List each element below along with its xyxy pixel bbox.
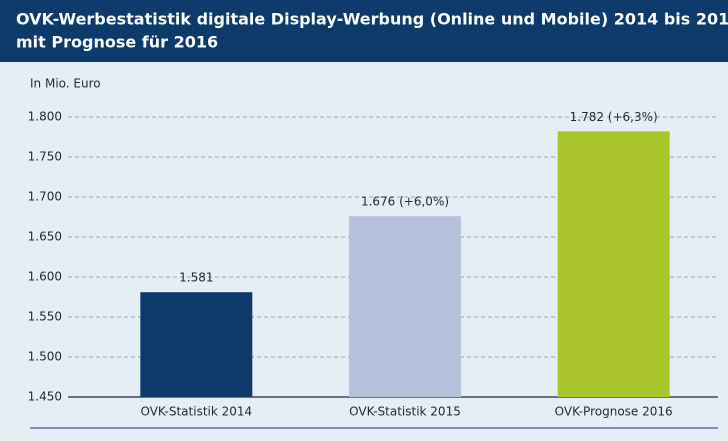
bar xyxy=(349,216,461,397)
bar xyxy=(557,131,670,397)
y-tick-label: 1.500 xyxy=(28,350,62,364)
y-tick-label: 1.700 xyxy=(28,190,62,204)
bar xyxy=(140,292,253,397)
x-tick-label: OVK-Statistik 2015 xyxy=(349,405,461,419)
y-tick-label: 1.650 xyxy=(28,230,62,244)
x-tick-label: OVK-Statistik 2014 xyxy=(140,405,252,419)
y-tick-label: 1.550 xyxy=(28,310,62,324)
y-tick-label: 1.600 xyxy=(28,270,62,284)
data-label: 1.782 (+6,3%) xyxy=(570,110,658,124)
chart-title: OVK-Werbestatistik digitale Display-Werb… xyxy=(16,10,728,29)
x-tick-label: OVK-Prognose 2016 xyxy=(555,405,673,419)
y-tick-label: 1.750 xyxy=(28,150,62,164)
y-axis-label: In Mio. Euro xyxy=(30,77,101,91)
chart-title: mit Prognose für 2016 xyxy=(16,33,218,52)
y-tick-label: 1.450 xyxy=(28,390,62,404)
data-label: 1.581 xyxy=(179,271,213,285)
data-label: 1.676 (+6,0%) xyxy=(361,195,449,209)
header xyxy=(0,0,728,62)
y-tick-label: 1.800 xyxy=(28,110,62,124)
